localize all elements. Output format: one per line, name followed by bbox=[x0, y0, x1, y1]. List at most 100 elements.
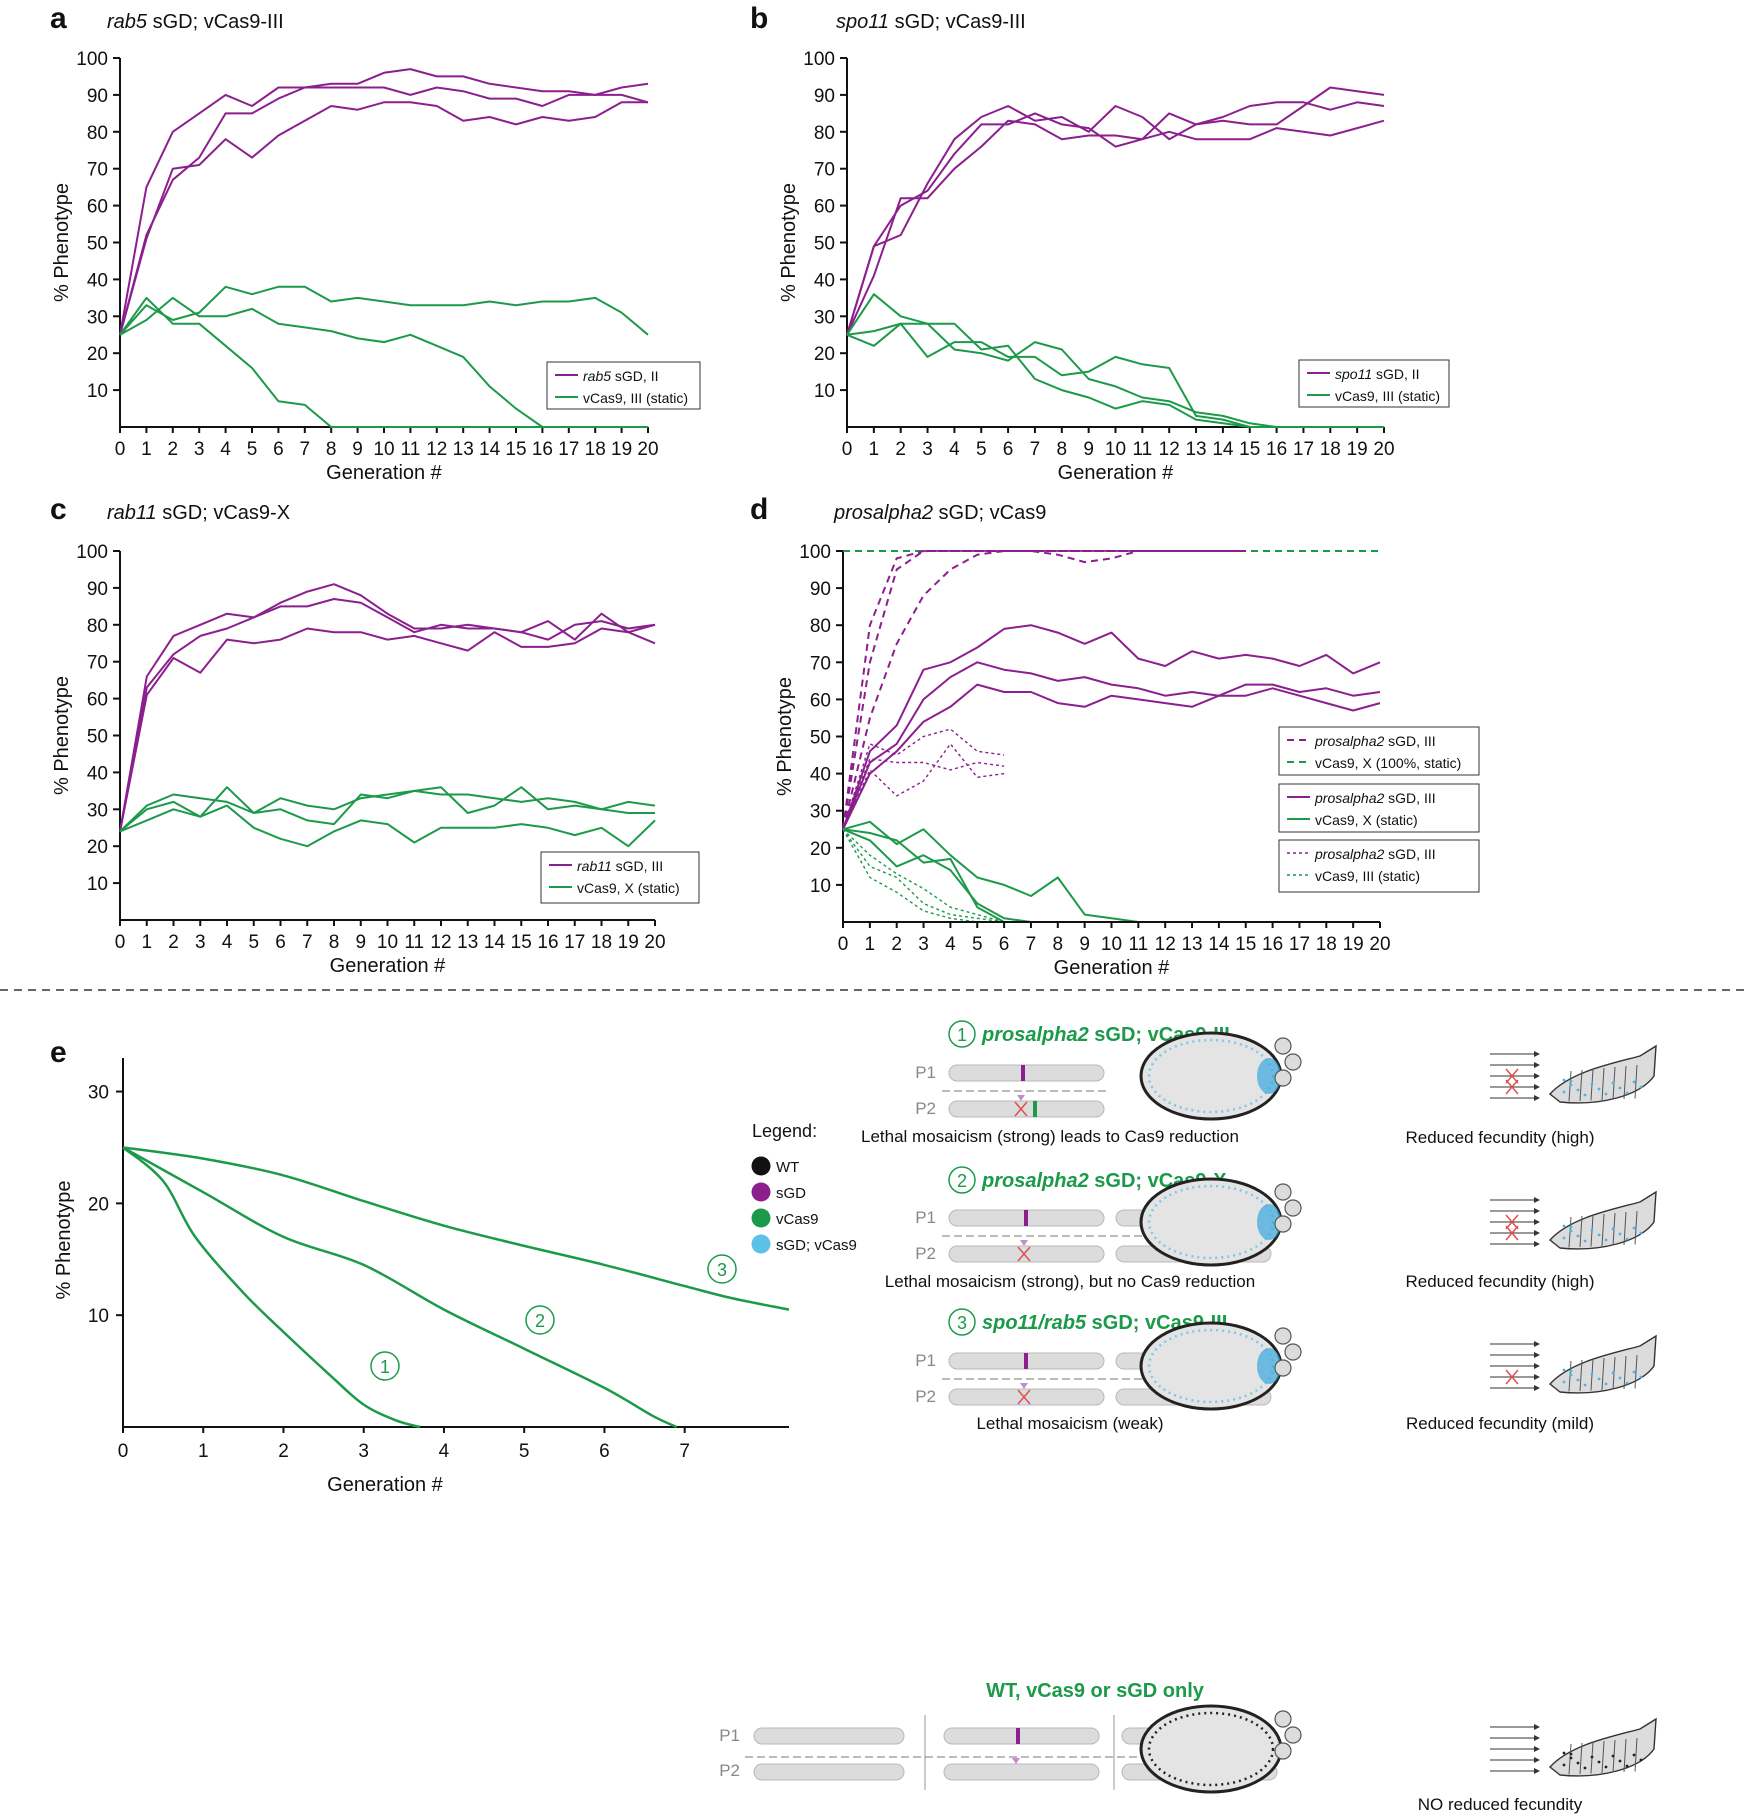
legend-box-d bbox=[1278, 726, 1480, 776]
x-axis-label-a: Generation # bbox=[326, 462, 443, 484]
scheme-description: Lethal mosaicism (strong), but no Cas9 r… bbox=[885, 1272, 1255, 1291]
legend-label-d-rest: sGD, III bbox=[1384, 733, 1435, 749]
larva-segment bbox=[1623, 1211, 1627, 1246]
x-tick-label-d: 11 bbox=[1128, 934, 1148, 955]
progeny-arrowhead bbox=[1534, 1208, 1540, 1214]
x-tick-label-d: 1 bbox=[865, 934, 876, 955]
x-tick-label-b: 19 bbox=[1347, 439, 1368, 460]
legend-e-dot bbox=[751, 1234, 771, 1254]
panel-title-d-rest: sGD; vCas9 bbox=[933, 502, 1046, 524]
scheme-number: 3 bbox=[957, 1313, 967, 1333]
legend-label-d-rest: sGD, III bbox=[1384, 846, 1435, 862]
legend-e-dot bbox=[751, 1156, 771, 1176]
y-tick-label-d: 20 bbox=[810, 839, 831, 860]
germ-cell bbox=[1274, 1710, 1292, 1728]
larva-dot bbox=[1604, 1765, 1608, 1769]
x-tick-label-a: 2 bbox=[168, 439, 179, 460]
series-line-e-1 bbox=[122, 1146, 678, 1429]
legend-label-c: rab11 sGD, III bbox=[577, 858, 663, 874]
larva-dot bbox=[1639, 1375, 1643, 1379]
x-tick-label-d: 4 bbox=[945, 934, 956, 955]
y-tick-label-d: 100 bbox=[799, 542, 831, 563]
series-number-e: 3 bbox=[717, 1260, 727, 1280]
x-tick-label-a: 16 bbox=[532, 439, 553, 460]
x-tick-label-b: 20 bbox=[1373, 439, 1394, 460]
progeny-arrowhead bbox=[1534, 1757, 1540, 1763]
larva-dot bbox=[1625, 1237, 1629, 1241]
legend-box-a bbox=[546, 361, 701, 410]
cut-cross bbox=[1017, 1389, 1031, 1405]
x-tick-label-d: 0 bbox=[838, 934, 849, 955]
series-line-d-15 bbox=[842, 828, 1005, 923]
x-tick-label-b: 15 bbox=[1239, 439, 1260, 460]
larva-dot bbox=[1604, 1238, 1608, 1242]
larva-dot bbox=[1590, 1228, 1594, 1232]
legend-e: Legend: WT sGD vCas9 sGD; vCas9 bbox=[751, 1121, 857, 1254]
y-tick-label-c: 80 bbox=[87, 616, 108, 637]
x-tick-label-e: 4 bbox=[439, 1441, 450, 1462]
chart-panel-d: d prosalpha2 sGD; vCas9102030405060708090… bbox=[750, 493, 1480, 979]
panel-letter-e: e bbox=[50, 1036, 67, 1069]
legend-box-d bbox=[1278, 839, 1480, 893]
larva-segment bbox=[1601, 1067, 1605, 1101]
larva-dot bbox=[1569, 1752, 1573, 1756]
x-tick-label-a: 11 bbox=[401, 439, 421, 460]
series-line-d-4 bbox=[842, 624, 1381, 830]
chart-panel-c: c rab11 sGD; vCas9-X102030405060708090100… bbox=[50, 493, 700, 977]
chart-panel-e: e 10 20 30 0 1 2 3 4 5 6 7 Generation # % Phenotype 1 2… bbox=[50, 1036, 790, 1496]
larva-segment bbox=[1579, 1215, 1583, 1248]
x-tick-label-d: 5 bbox=[972, 934, 983, 955]
x-tick-label-b: 14 bbox=[1212, 439, 1234, 460]
y-tick-label-b: 10 bbox=[814, 381, 835, 402]
x-tick-label-e: 1 bbox=[198, 1441, 209, 1462]
y-axis-label-a: % Phenotype bbox=[51, 183, 73, 302]
chromosome bbox=[753, 1727, 905, 1745]
x-tick-label-d: 12 bbox=[1155, 934, 1176, 955]
legend-label-a: rab5 sGD, II bbox=[583, 368, 658, 384]
y-tick-label-a: 50 bbox=[87, 234, 108, 255]
y-axis-label-e: % Phenotype bbox=[53, 1181, 75, 1300]
y-tick-label-d: 10 bbox=[810, 876, 831, 897]
panel-letter-d: d bbox=[750, 493, 768, 526]
x-tick-label-c: 10 bbox=[377, 932, 398, 953]
x-tick-label-c: 9 bbox=[355, 932, 366, 953]
legend-label-a-rest: vCas9, III (static) bbox=[583, 390, 688, 406]
legend-label-c-rest: vCas9, X (static) bbox=[577, 880, 680, 896]
y-tick-label-c: 20 bbox=[87, 837, 108, 858]
x-tick-label-d: 14 bbox=[1208, 934, 1230, 955]
larva-dot bbox=[1632, 1370, 1636, 1374]
larva bbox=[1548, 1717, 1657, 1777]
cut-arrow bbox=[1017, 1095, 1025, 1101]
series-line-a-0 bbox=[119, 68, 649, 335]
x-tick-label-c: 2 bbox=[168, 932, 179, 953]
y-tick-label-d: 70 bbox=[810, 653, 831, 674]
embryo bbox=[1139, 1704, 1283, 1794]
panel-title-d-italic: prosalpha2 bbox=[833, 502, 933, 524]
larva-segment bbox=[1579, 1069, 1583, 1102]
x-tick-label-d: 15 bbox=[1235, 934, 1256, 955]
larva-segment bbox=[1634, 1354, 1638, 1389]
progeny-arrowhead bbox=[1534, 1073, 1540, 1079]
y-tick-label-e: 20 bbox=[88, 1194, 109, 1215]
y-tick-label-a: 90 bbox=[87, 86, 108, 107]
scheme-p1-label: P1 bbox=[915, 1063, 936, 1082]
series-line-c-2 bbox=[119, 627, 656, 832]
series-number-circle-e bbox=[707, 1254, 737, 1284]
x-tick-label-a: 13 bbox=[453, 439, 474, 460]
y-tick-label-d: 40 bbox=[810, 765, 831, 786]
larva bbox=[1548, 1334, 1657, 1394]
series-number-e: 1 bbox=[380, 1357, 390, 1377]
scheme-number-circle bbox=[948, 1308, 976, 1336]
germ-cell bbox=[1274, 1327, 1292, 1345]
x-tick-label-e: 3 bbox=[358, 1441, 369, 1462]
larva-dot bbox=[1625, 1381, 1629, 1385]
y-axis-label-d: % Phenotype bbox=[774, 677, 796, 796]
series-line-d-13 bbox=[842, 828, 1005, 923]
x-tick-label-b: 12 bbox=[1159, 439, 1180, 460]
larva-segment bbox=[1568, 1360, 1572, 1392]
legend-e-label: sGD bbox=[776, 1185, 806, 1202]
legend-label-d: prosalpha2 sGD, III bbox=[1314, 846, 1436, 862]
larva bbox=[1548, 1044, 1657, 1104]
